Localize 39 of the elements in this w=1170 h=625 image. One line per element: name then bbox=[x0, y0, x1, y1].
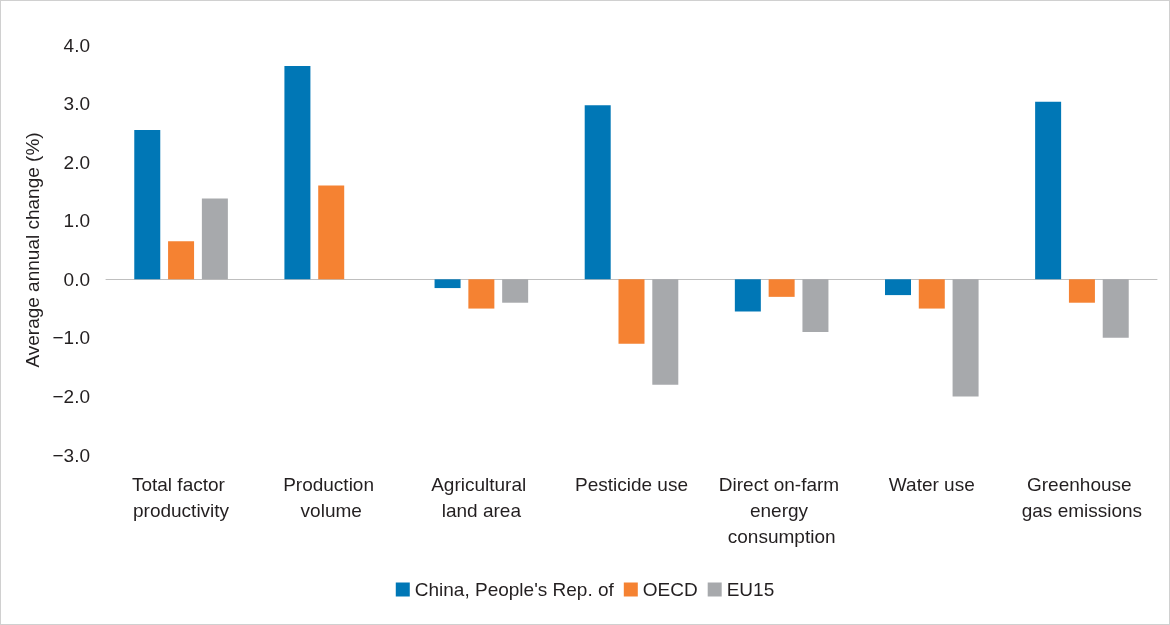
y-tick-label: 4.0 bbox=[63, 34, 90, 56]
y-tick-label: −1.0 bbox=[52, 327, 90, 349]
bar bbox=[584, 105, 611, 280]
x-tick-label: Water use bbox=[888, 473, 975, 495]
legend-label: China, People's Rep. of bbox=[414, 579, 615, 600]
legend-label: EU15 bbox=[726, 579, 775, 600]
y-tick-label: 3.0 bbox=[63, 93, 90, 115]
x-tick-label: Greenhouse gas emissions bbox=[1021, 473, 1143, 521]
x-tick-label: Production volume bbox=[283, 473, 380, 521]
bar bbox=[652, 279, 679, 385]
bar bbox=[918, 279, 945, 309]
bar bbox=[168, 241, 195, 280]
bar bbox=[734, 279, 761, 312]
bar bbox=[434, 279, 461, 289]
x-tick-label: Pesticide use bbox=[574, 473, 689, 495]
bar bbox=[618, 279, 645, 344]
y-tick-label: 0.0 bbox=[63, 268, 90, 290]
bar bbox=[802, 279, 829, 332]
bar bbox=[468, 279, 495, 309]
x-tick-label: Agricultural land area bbox=[431, 473, 532, 521]
bar bbox=[952, 279, 979, 397]
bar bbox=[1102, 279, 1129, 338]
x-tick-label: Total factor productivity bbox=[131, 473, 231, 521]
y-tick-label: −2.0 bbox=[52, 385, 90, 407]
y-axis-title: Average annual change (%) bbox=[21, 132, 43, 368]
bar bbox=[284, 66, 311, 280]
y-tick-label: 1.0 bbox=[63, 210, 90, 232]
bar bbox=[1068, 279, 1095, 303]
bar bbox=[1035, 101, 1062, 280]
y-tick-label: 2.0 bbox=[63, 151, 90, 173]
bar bbox=[768, 279, 795, 297]
bar bbox=[134, 129, 161, 280]
bar bbox=[318, 185, 345, 280]
y-tick-label: −3.0 bbox=[52, 444, 90, 466]
bar bbox=[502, 279, 529, 303]
bar bbox=[884, 279, 911, 296]
x-tick-label: Direct on-farm energy consumption bbox=[718, 473, 845, 547]
bar bbox=[201, 198, 228, 280]
legend-label: OECD bbox=[642, 579, 698, 600]
